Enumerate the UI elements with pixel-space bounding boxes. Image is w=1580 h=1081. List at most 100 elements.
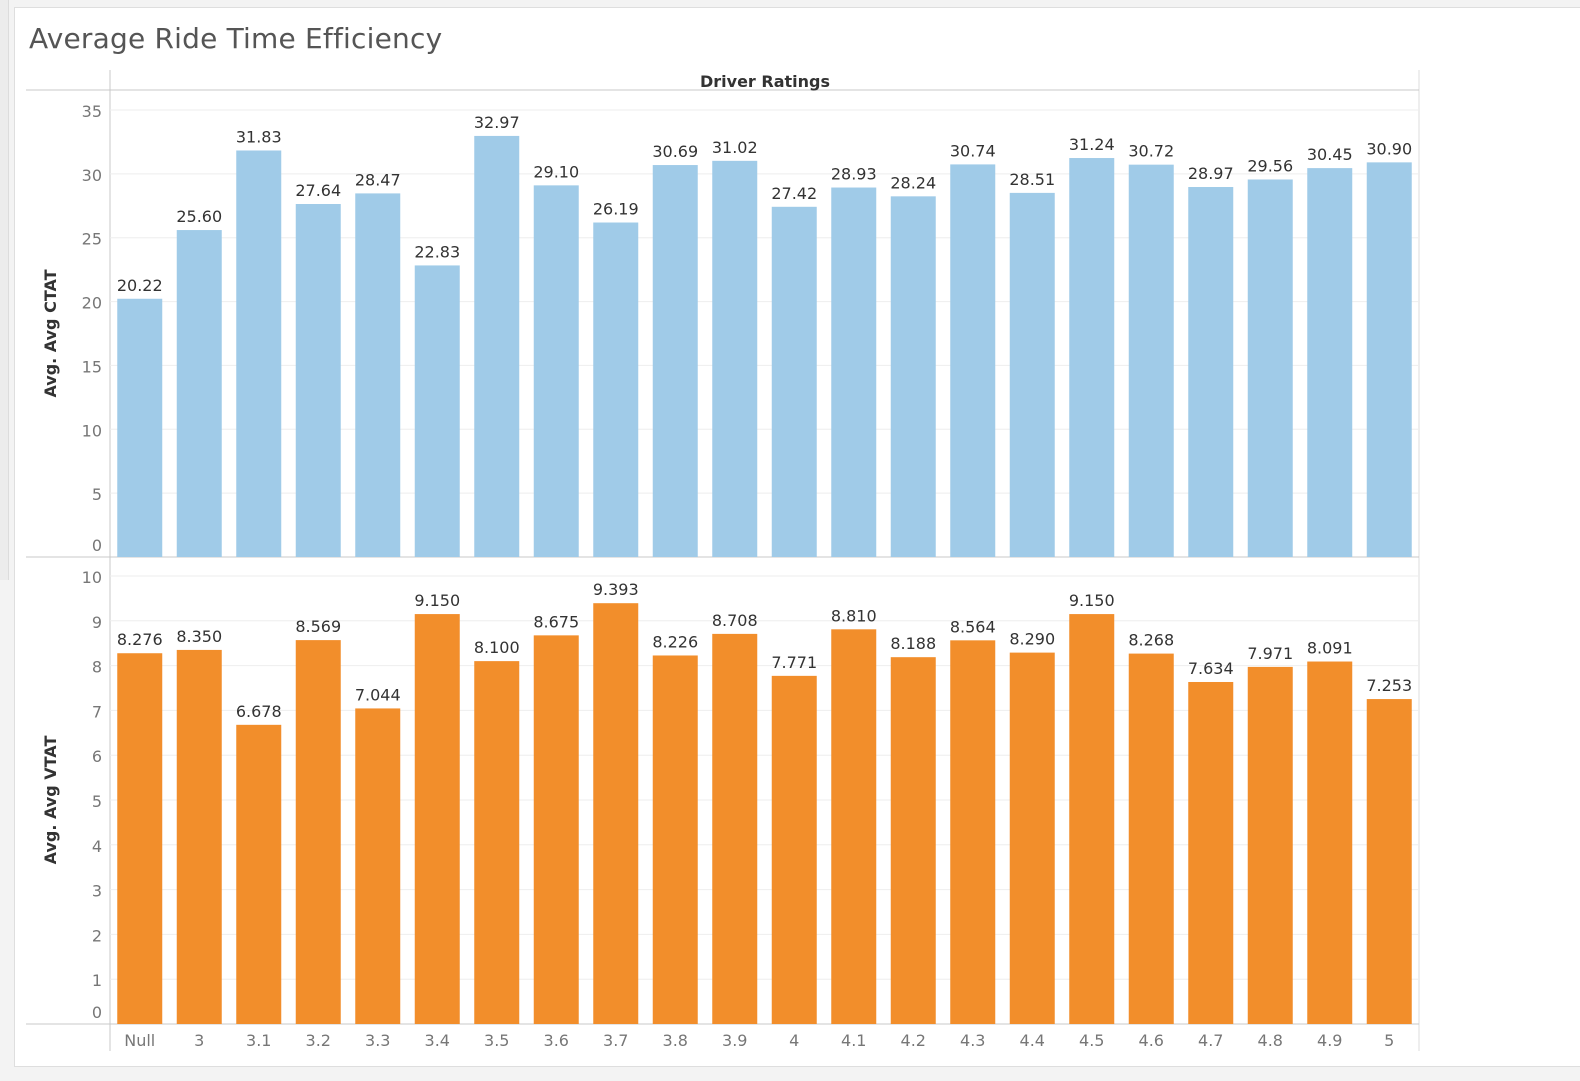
bar — [950, 164, 996, 557]
data-label: 20.22 — [117, 276, 163, 295]
data-label: 9.150 — [414, 591, 460, 610]
data-label: 30.74 — [950, 141, 996, 160]
bar — [1307, 168, 1353, 558]
bar — [1188, 187, 1234, 557]
bar — [652, 165, 698, 557]
bar — [771, 206, 817, 557]
data-label: 27.42 — [771, 184, 817, 203]
x-tick-label: 3.5 — [484, 1031, 509, 1050]
x-tick-label: 3.4 — [425, 1031, 450, 1050]
x-tick-label: 3.6 — [544, 1031, 569, 1050]
y-tick-label: 0 — [92, 536, 102, 555]
data-label: 9.393 — [593, 580, 639, 599]
bar — [1009, 192, 1055, 557]
bar — [1128, 164, 1174, 557]
y-tick-label: 0 — [92, 1003, 102, 1022]
x-tick-label: 4.9 — [1317, 1031, 1342, 1050]
bar — [950, 640, 996, 1024]
data-label: 22.83 — [414, 242, 460, 261]
data-label: 30.45 — [1307, 145, 1353, 164]
y-tick-label: 7 — [92, 702, 102, 721]
bar — [117, 298, 163, 557]
bar — [236, 150, 282, 558]
data-label: 7.771 — [771, 653, 817, 672]
bar — [1069, 158, 1115, 557]
data-label: 30.69 — [652, 142, 698, 161]
data-label: 31.02 — [712, 138, 758, 157]
y-tick-label: 10 — [82, 568, 102, 587]
data-label: 8.268 — [1128, 631, 1174, 650]
bar — [1069, 614, 1115, 1024]
bar — [533, 185, 579, 557]
x-tick-label: 4.4 — [1020, 1031, 1045, 1050]
y-axis-title: Avg. Avg VTAT — [41, 736, 60, 865]
data-label: 30.90 — [1366, 139, 1412, 158]
bar — [1128, 653, 1174, 1024]
data-label: 31.24 — [1069, 135, 1115, 154]
y-tick-label: 25 — [82, 230, 102, 249]
x-tick-label: 4.2 — [901, 1031, 926, 1050]
bar — [712, 160, 758, 557]
data-label: 7.971 — [1247, 644, 1293, 663]
data-label: 28.93 — [831, 165, 877, 184]
y-tick-label: 20 — [82, 294, 102, 313]
y-axis-title: Avg. Avg CTAT — [41, 269, 60, 397]
bar — [593, 603, 639, 1024]
bar — [652, 655, 698, 1024]
x-tick-label: 3 — [194, 1031, 204, 1050]
y-tick-label: 2 — [92, 926, 102, 945]
data-label: 7.044 — [355, 685, 401, 704]
x-tick-label: 3.3 — [365, 1031, 390, 1050]
y-tick-label: 3 — [92, 882, 102, 901]
data-label: 8.708 — [712, 611, 758, 630]
bar — [1009, 652, 1055, 1024]
bar — [1366, 699, 1412, 1024]
bar — [890, 657, 936, 1024]
x-tick-label: 3.7 — [603, 1031, 628, 1050]
data-label: 29.56 — [1247, 156, 1293, 175]
y-tick-label: 1 — [92, 971, 102, 990]
x-tick-label: 4.7 — [1198, 1031, 1223, 1050]
x-tick-label: 4 — [789, 1031, 799, 1050]
data-label: 31.83 — [236, 127, 282, 146]
x-tick-label: 4.1 — [841, 1031, 866, 1050]
data-label: 30.72 — [1128, 142, 1174, 161]
x-tick-label: 3.1 — [246, 1031, 271, 1050]
data-label: 8.564 — [950, 617, 996, 636]
chart-title: Average Ride Time Efficiency — [29, 22, 443, 55]
data-label: 8.290 — [1009, 630, 1055, 649]
x-tick-label: Null — [124, 1031, 155, 1050]
bar — [771, 675, 817, 1024]
y-tick-label: 5 — [92, 792, 102, 811]
bar — [295, 640, 341, 1024]
data-label: 8.226 — [652, 632, 698, 651]
bar — [890, 196, 936, 558]
bar — [117, 653, 163, 1024]
data-label: 28.51 — [1009, 170, 1055, 189]
data-label: 8.350 — [176, 627, 222, 646]
data-label: 29.10 — [533, 162, 579, 181]
bar — [355, 193, 401, 557]
data-label: 7.253 — [1366, 676, 1412, 695]
bar — [533, 635, 579, 1024]
bar — [1247, 179, 1293, 558]
vtat-panel: 0 1 2 3 4 5 6 7 8 9 10 Avg. Avg VTAT 8.276 8.350 6.678… — [41, 568, 1419, 1024]
data-label: 7.634 — [1188, 659, 1234, 678]
data-label: 6.678 — [236, 702, 282, 721]
x-tick-label: 5 — [1384, 1031, 1394, 1050]
data-label: 28.24 — [890, 173, 936, 192]
bar — [593, 222, 639, 557]
bar — [831, 629, 877, 1024]
data-label: 8.810 — [831, 606, 877, 625]
data-label: 8.091 — [1307, 639, 1353, 658]
x-tick-label: 3.9 — [722, 1031, 747, 1050]
x-tick-label: 3.8 — [663, 1031, 688, 1050]
bar — [474, 661, 520, 1024]
data-label: 28.97 — [1188, 164, 1234, 183]
bar — [1366, 162, 1412, 557]
data-label: 32.97 — [474, 113, 520, 132]
x-tick-label: 3.2 — [306, 1031, 331, 1050]
bar — [831, 187, 877, 557]
column-header: Driver Ratings — [700, 72, 830, 91]
bar — [1188, 681, 1234, 1024]
